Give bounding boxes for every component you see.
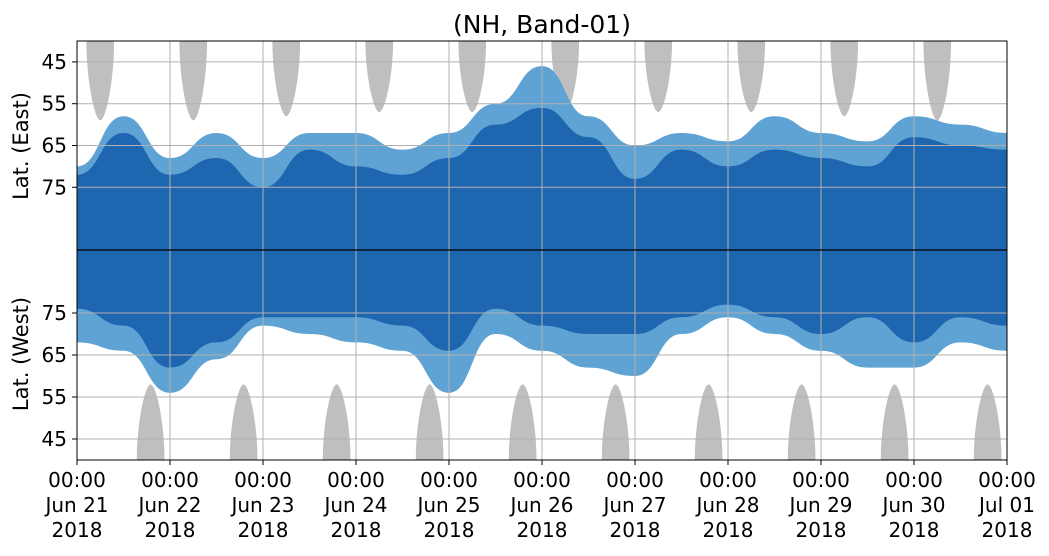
x-tick-line-9-1: Jun 30 xyxy=(880,493,945,517)
chart-title: (NH, Band-01) xyxy=(453,10,631,39)
west-night-lobe-7 xyxy=(787,384,816,460)
x-tick-line-3-0: 00:00 xyxy=(327,468,385,492)
x-tick-label-1: 00:00 Jun 22 2018 xyxy=(136,468,201,542)
x-tick-line-0-1: Jun 21 xyxy=(43,493,108,517)
plot-area xyxy=(76,40,1008,461)
east-tick-label-0: 45 xyxy=(42,50,67,74)
x-tick-line-8-1: Jun 29 xyxy=(787,493,852,517)
x-tick-line-1-0: 00:00 xyxy=(141,468,199,492)
x-tick-label-8: 00:00 Jun 29 2018 xyxy=(787,468,852,542)
west-night-lobe-6 xyxy=(694,384,723,460)
west-night-lobe-8 xyxy=(880,384,909,460)
x-tick-line-7-0: 00:00 xyxy=(699,468,757,492)
x-tick-label-6: 00:00 Jun 27 2018 xyxy=(601,468,666,542)
x-tick-line-6-0: 00:00 xyxy=(606,468,664,492)
east-tick-label-2: 65 xyxy=(42,134,67,158)
west-night-lobe-4 xyxy=(508,384,537,460)
x-tick-label-0: 00:00 Jun 21 2018 xyxy=(43,468,108,542)
west-night-lobe-9 xyxy=(973,384,1002,460)
x-tick-line-4-0: 00:00 xyxy=(420,468,478,492)
x-tick-label-5: 00:00 Jun 26 2018 xyxy=(508,468,573,542)
x-tick-line-2-2: 2018 xyxy=(238,518,289,542)
x-tick-line-3-2: 2018 xyxy=(331,518,382,542)
east-night-lobe-6 xyxy=(644,41,673,113)
east-night-lobe-3 xyxy=(365,41,394,113)
west-night-lobe-3 xyxy=(415,384,444,460)
x-tick-line-8-0: 00:00 xyxy=(792,468,850,492)
west-night-lobe-0 xyxy=(136,384,165,460)
x-tick-line-8-2: 2018 xyxy=(796,518,847,542)
x-tick-label-4: 00:00 Jun 25 2018 xyxy=(415,468,480,542)
x-tick-line-1-1: Jun 22 xyxy=(136,493,201,517)
x-tick-line-1-2: 2018 xyxy=(145,518,196,542)
x-tick-label-3: 00:00 Jun 24 2018 xyxy=(322,468,387,542)
x-tick-line-7-1: Jun 28 xyxy=(694,493,759,517)
west-tick-label-0: 75 xyxy=(42,301,67,325)
x-tick-line-9-0: 00:00 xyxy=(885,468,943,492)
west-night-lobe-2 xyxy=(322,384,351,460)
west-tick-label-3: 45 xyxy=(42,427,67,451)
east-night-lobe-8 xyxy=(830,41,859,117)
x-tick-label-7: 00:00 Jun 28 2018 xyxy=(694,468,759,542)
east-tick-label-3: 75 xyxy=(42,175,67,199)
x-tick-line-10-0: 00:00 xyxy=(978,468,1036,492)
y-axis-title-west: Lat. (West) xyxy=(9,297,33,411)
east-night-lobe-1 xyxy=(179,41,208,121)
east-night-lobe-7 xyxy=(737,41,766,113)
x-tick-label-10: 00:00 Jul 01 2018 xyxy=(977,468,1036,542)
x-tick-line-2-0: 00:00 xyxy=(234,468,292,492)
west-tick-label-1: 65 xyxy=(42,343,67,367)
x-tick-line-5-1: Jun 26 xyxy=(508,493,573,517)
west-night-lobe-5 xyxy=(601,384,630,460)
y-tick-labels: 45 55 65 75 75 65 55 45 xyxy=(42,50,77,451)
x-tick-label-2: 00:00 Jun 23 2018 xyxy=(229,468,294,542)
x-tick-line-5-2: 2018 xyxy=(517,518,568,542)
x-tick-line-4-2: 2018 xyxy=(424,518,475,542)
x-tick-line-10-2: 2018 xyxy=(982,518,1033,542)
x-tick-line-5-0: 00:00 xyxy=(513,468,571,492)
east-night-lobe-0 xyxy=(86,41,115,121)
west-tick-label-2: 55 xyxy=(42,385,67,409)
x-tick-label-9: 00:00 Jun 30 2018 xyxy=(880,468,945,542)
x-tick-line-0-0: 00:00 xyxy=(48,468,106,492)
x-tick-line-9-2: 2018 xyxy=(889,518,940,542)
x-tick-line-6-2: 2018 xyxy=(610,518,661,542)
x-tick-line-6-1: Jun 27 xyxy=(601,493,666,517)
east-night-lobe-4 xyxy=(458,41,487,113)
east-night-lobe-2 xyxy=(272,41,301,117)
east-tick-label-1: 55 xyxy=(42,92,67,116)
east-night-lobe-9 xyxy=(923,41,952,121)
west-night-lobe-1 xyxy=(229,384,258,460)
x-tick-line-7-2: 2018 xyxy=(703,518,754,542)
y-axis-title-east: Lat. (East) xyxy=(9,92,33,200)
x-tick-line-3-1: Jun 24 xyxy=(322,493,387,517)
x-tick-line-0-2: 2018 xyxy=(52,518,103,542)
x-tick-line-2-1: Jun 23 xyxy=(229,493,294,517)
x-tick-line-4-1: Jun 25 xyxy=(415,493,480,517)
x-tick-line-10-1: Jul 01 xyxy=(977,493,1035,517)
